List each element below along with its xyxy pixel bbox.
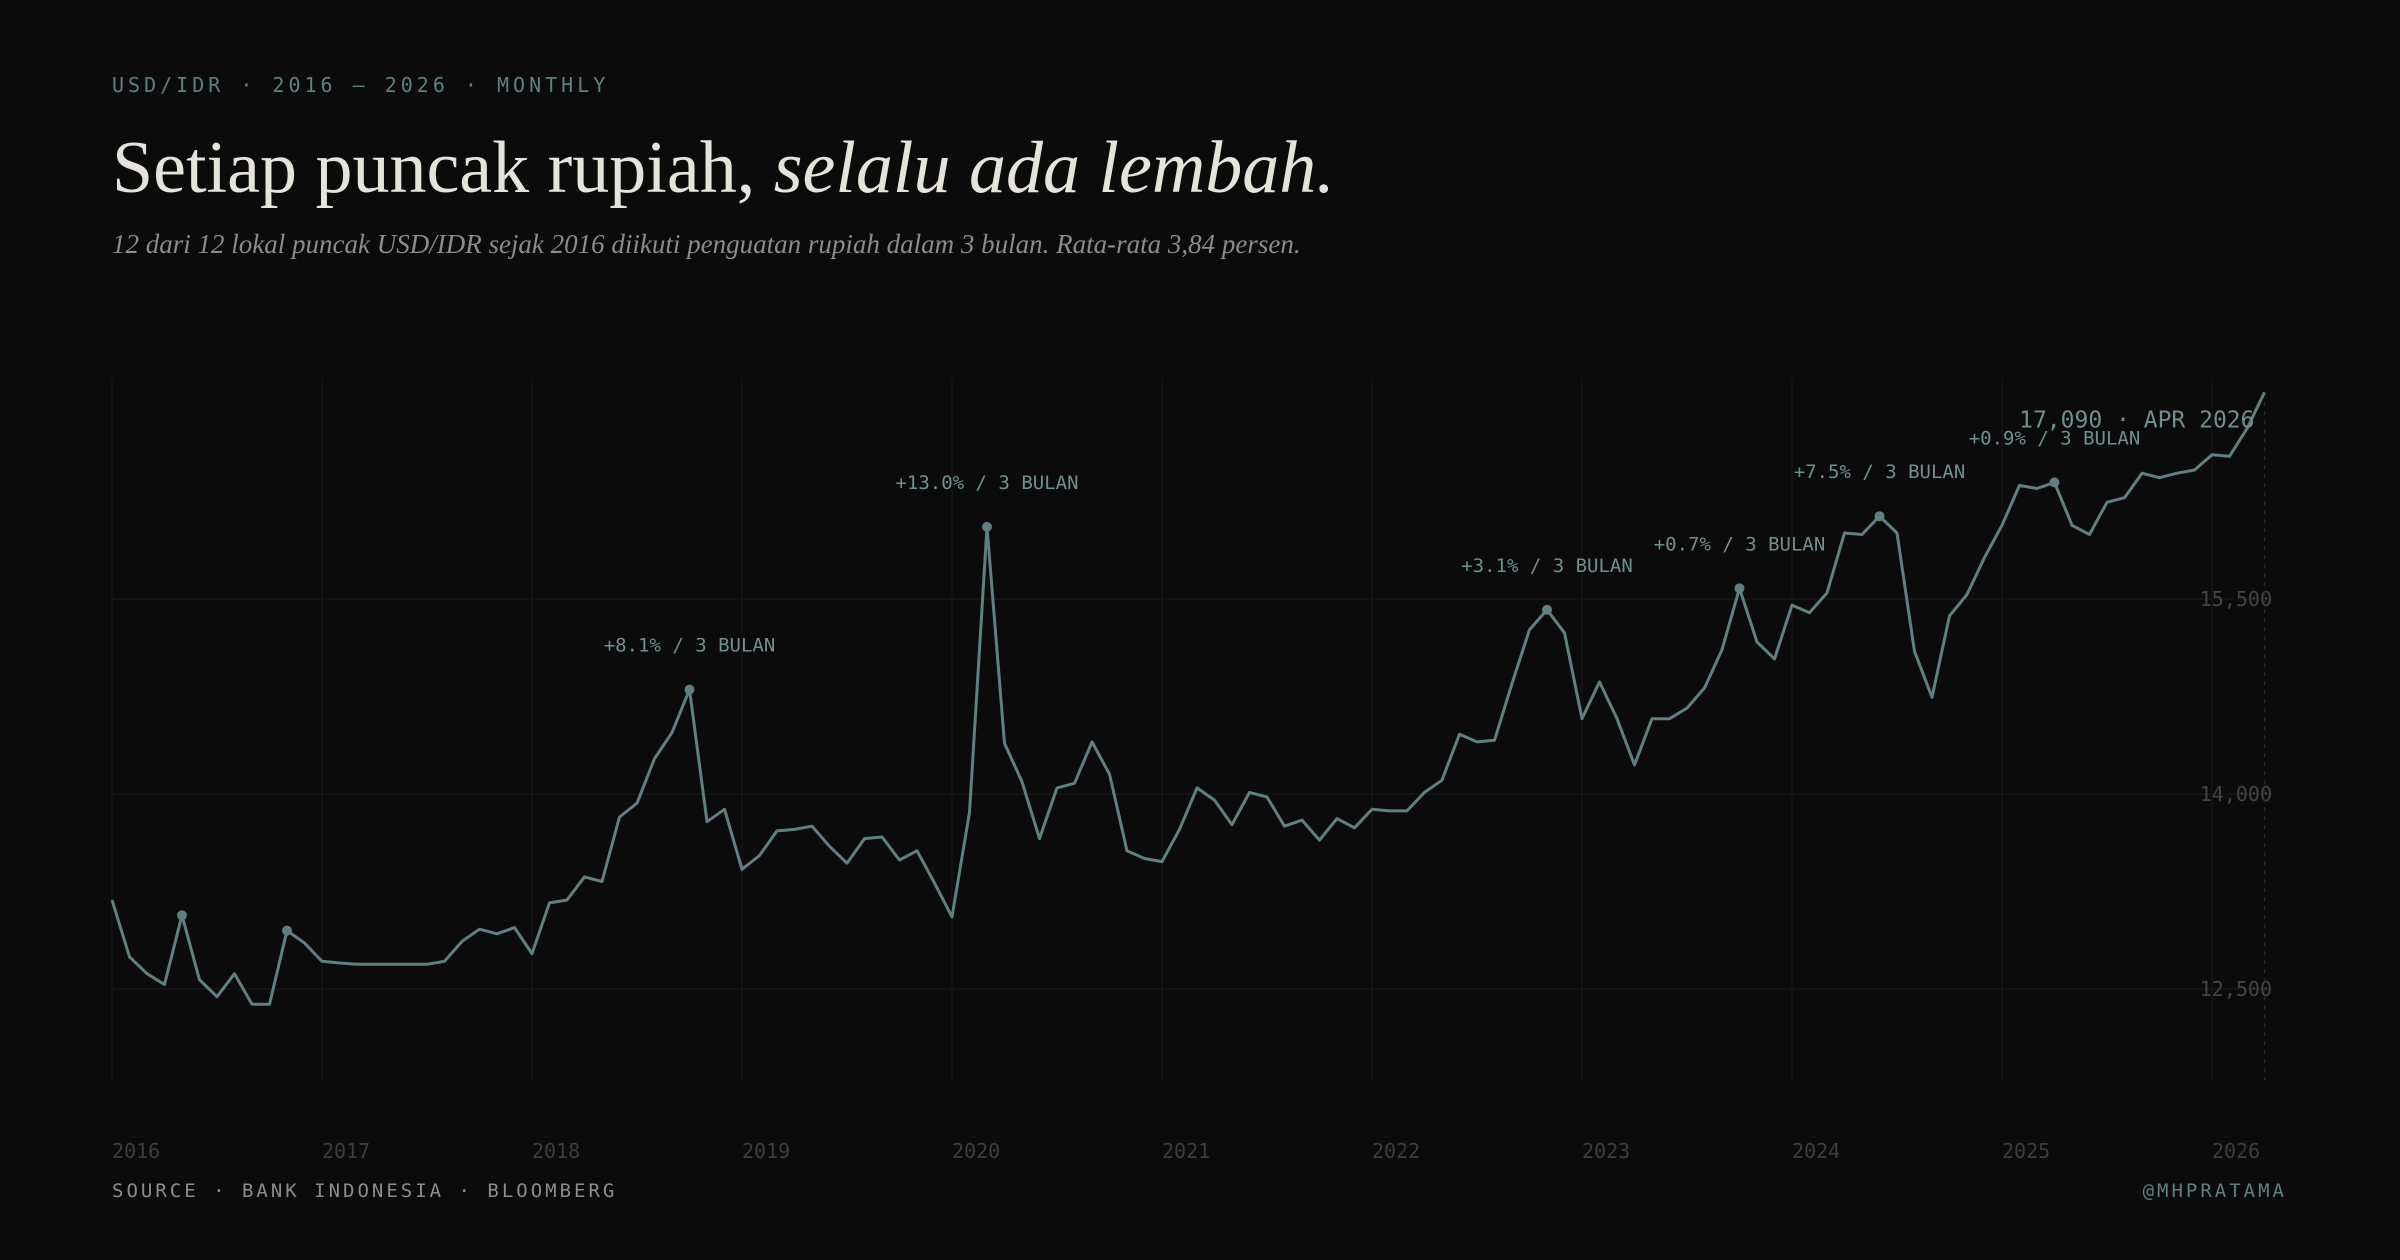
x-tick-label: 2018 [532,1139,580,1163]
x-tick-label: 2020 [952,1139,1000,1163]
x-tick-label: 2023 [1582,1139,1630,1163]
peak-marker [282,925,292,936]
x-tick-label: 2025 [2002,1139,2050,1163]
credit: @MHPRATAMA [2143,1180,2287,1202]
plot: 2016 2017 2018 2019 2020 2021 2022 2023 2024 2025… [110,378,2272,1163]
peak-marker [1874,511,1885,522]
kicker: USD/IDR · 2016 — 2026 · MONTHLY [112,73,609,97]
x-tick-label: 2016 [112,1139,160,1163]
peak-label: +7.5% / 3 BULAN [1794,461,1966,483]
x-tick-label: 2021 [1162,1139,1210,1163]
x-tick-label: 2024 [1792,1139,1840,1163]
peak-marker [1542,604,1552,615]
x-tick-label: 2022 [1372,1139,1420,1163]
subtitle: 12 dari 12 lokal puncak USD/IDR sejak 20… [112,229,1301,259]
y-tick-label: 12,500 [2200,977,2272,1001]
peak-label: +0.7% / 3 BULAN [1654,533,1826,555]
peak-label: +8.1% / 3 BULAN [604,635,776,657]
title-emphasis: selalu ada lembah. [774,127,1335,209]
title-main: Setiap puncak rupiah, [112,127,755,209]
peak-marker [2049,477,2060,488]
peak-marker [1734,583,1745,594]
x-tick-label: 2019 [742,1139,790,1163]
peak-marker [684,684,695,695]
source: SOURCE · BANK INDONESIA · BLOOMBERG [112,1180,617,1202]
y-tick-label: 15,500 [2200,587,2272,611]
end-label: 17,090 · APR 2026 [2019,407,2254,433]
peak-label: +13.0% / 3 BULAN [895,472,1078,494]
peak-marker [177,910,187,921]
x-tick-label: 2026 [2212,1139,2260,1163]
peak-label: +3.1% / 3 BULAN [1461,555,1633,577]
chart-title: Setiap puncak rupiah, selalu ada lembah. [112,127,1335,209]
price-line [110,391,2266,1006]
x-tick-label: 2017 [322,1139,370,1163]
peak-label: +0.9% / 3 BULAN [1969,427,2141,449]
y-tick-label: 14,000 [2200,782,2272,806]
peak-marker [982,521,992,532]
